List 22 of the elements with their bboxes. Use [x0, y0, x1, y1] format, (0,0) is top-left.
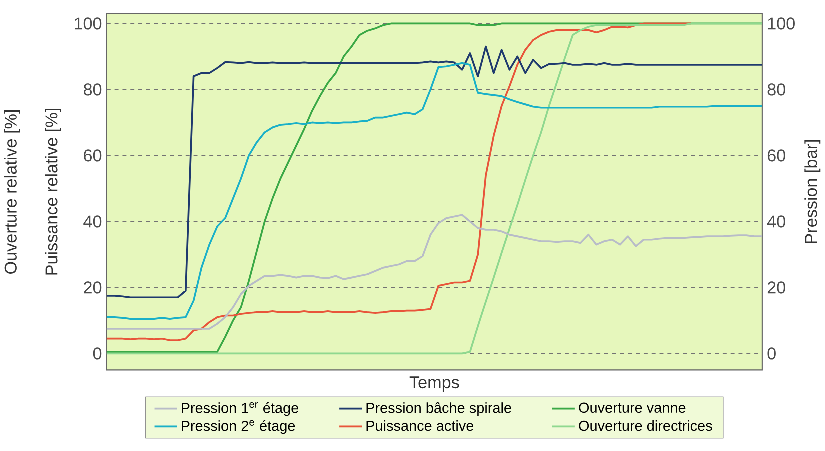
y-tick-label: 80: [84, 84, 102, 96]
y-axis-title: Ouverture relative [%]: [4, 110, 20, 274]
y-tick-label: 40: [84, 216, 102, 228]
y-tick-label: 100: [75, 18, 102, 30]
y2-tick-label: 100: [768, 18, 795, 30]
legend-label: Puissance active: [366, 420, 474, 432]
y2-tick-label: 60: [768, 150, 786, 162]
legend-label: Pression 2$^{e}$ étage: [182, 420, 296, 434]
y-tick-label: 20: [84, 282, 102, 294]
y-tick-label: 60: [84, 150, 102, 162]
y2-tick-label: 0: [768, 348, 776, 360]
y2-tick-label: 80: [768, 84, 786, 96]
legend-label: Pression 1$^{er}$ étage: [182, 402, 298, 416]
y-tick-label: 0: [93, 348, 102, 360]
x-axis-title: Temps: [410, 376, 460, 392]
legend-label: Ouverture directrices: [579, 420, 712, 432]
y2-tick-label: 20: [768, 282, 786, 294]
y2-tick-label: 40: [767, 216, 786, 228]
legend-label: Ouverture vanne: [579, 402, 686, 413]
text: Puissance relative [%]: [45, 109, 62, 275]
y2-axis-title: Pression [bar]: [804, 140, 821, 244]
legend-label: Pression bâche spirale: [366, 402, 512, 416]
